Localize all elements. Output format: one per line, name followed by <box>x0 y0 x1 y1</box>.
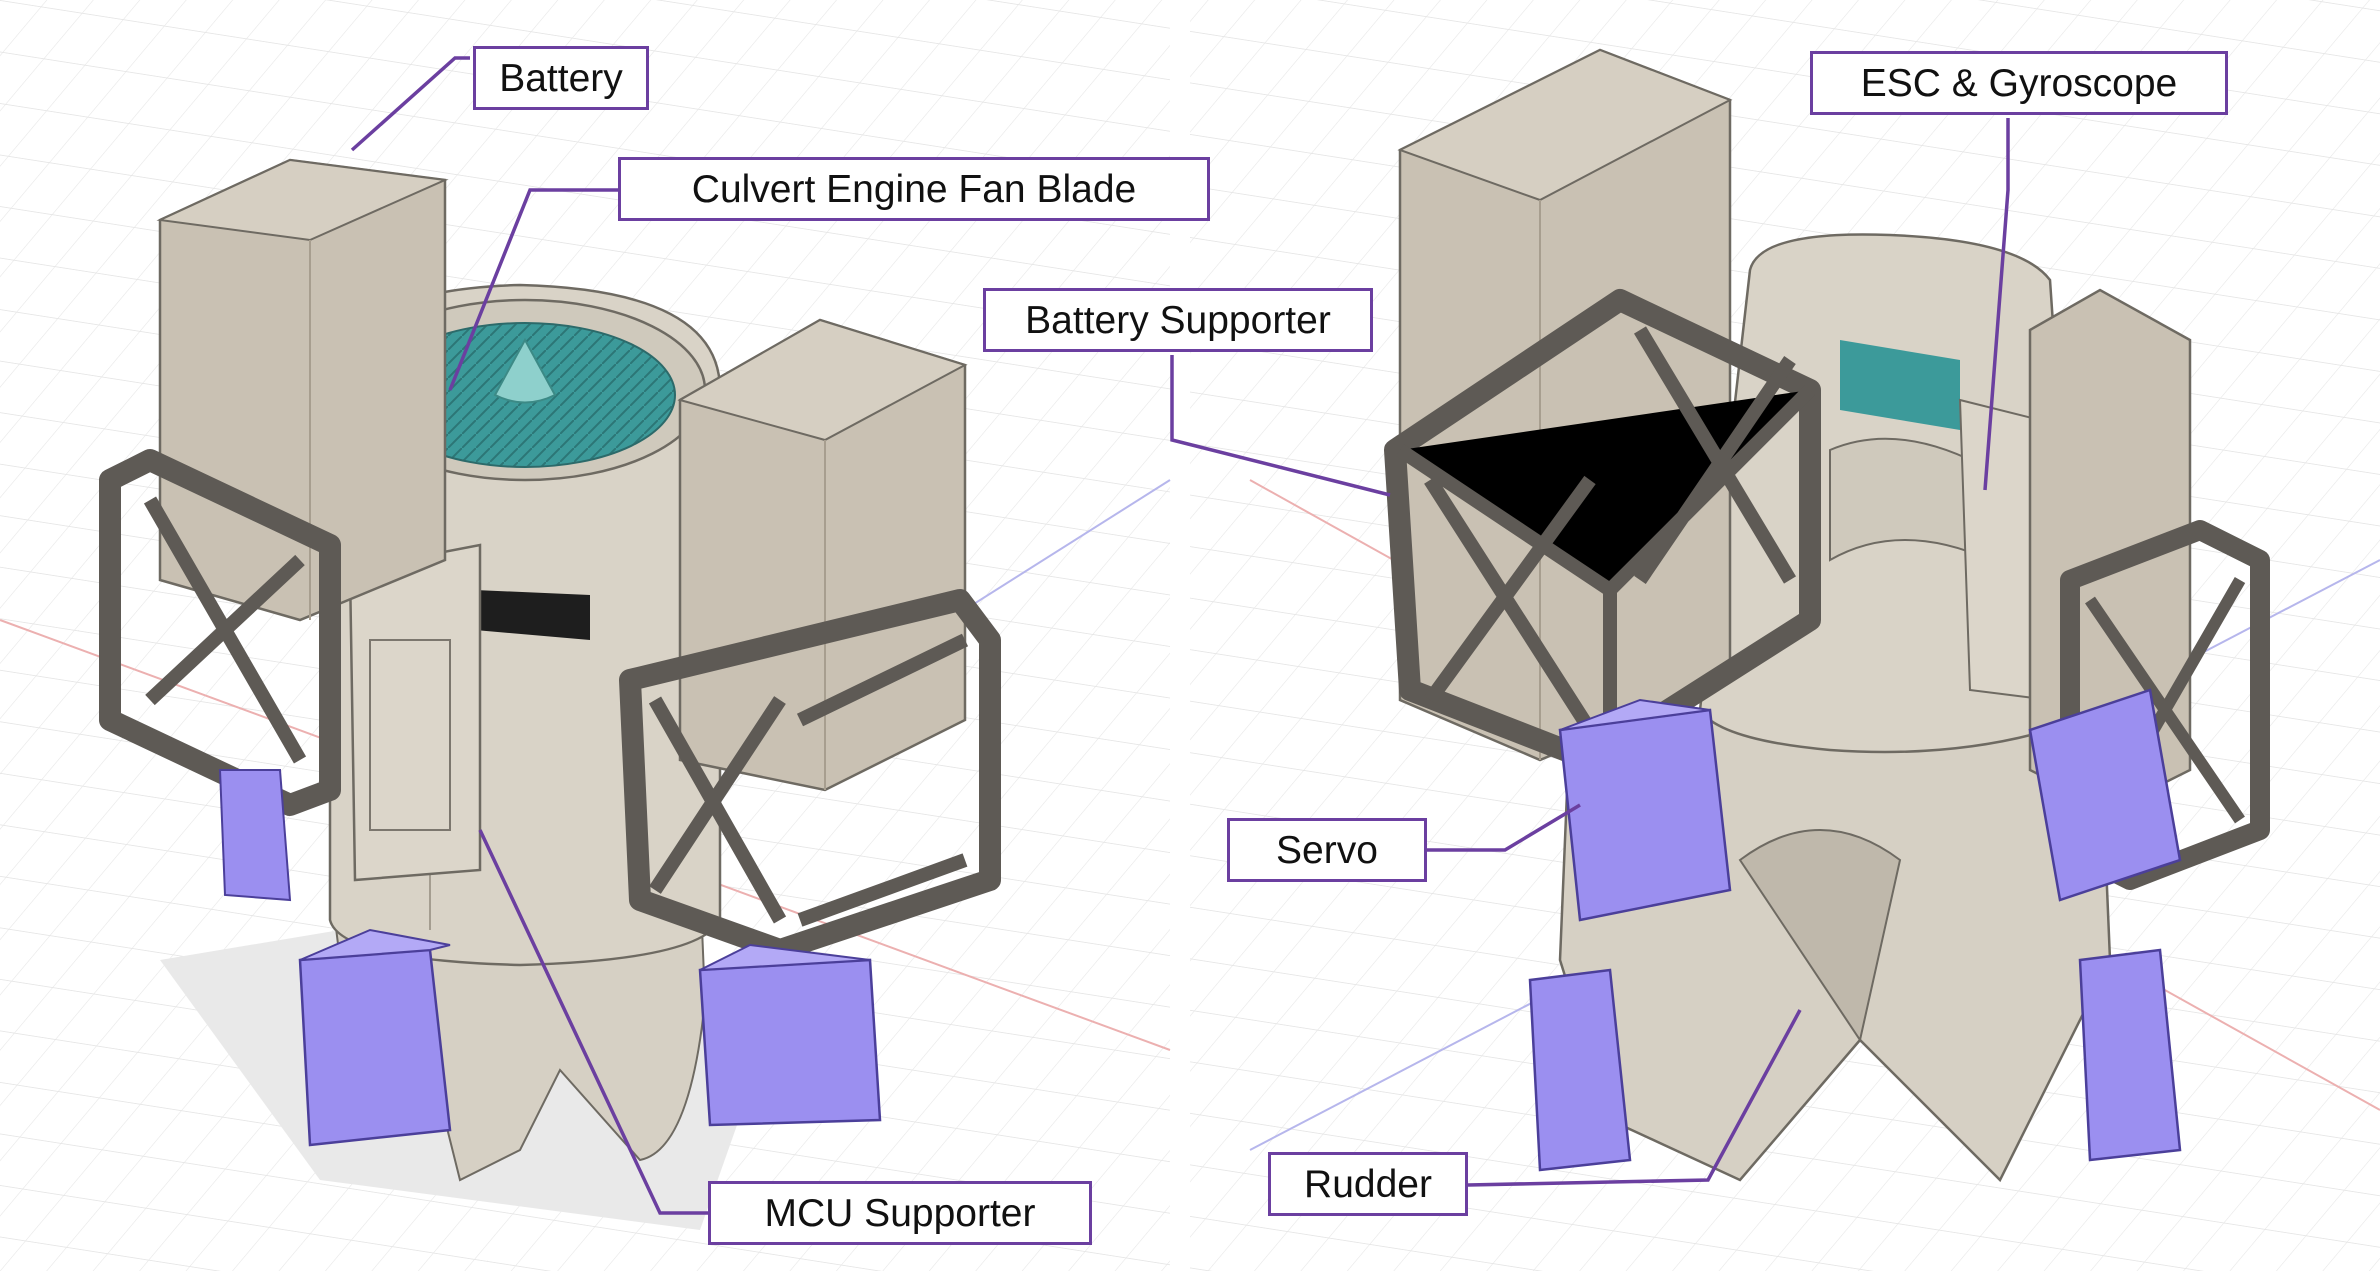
right-servo-d <box>2078 948 2182 1162</box>
right-frame-a-cross <box>1396 326 1815 760</box>
left-servo-b-top <box>299 928 451 961</box>
leader-servo <box>1427 803 1581 852</box>
leader-mcu-supporter <box>478 829 708 1215</box>
leader-esc-gyro <box>1983 118 2010 491</box>
left-frame-b <box>619 589 1001 961</box>
right-rudder <box>1738 829 1902 1043</box>
leader-battery-supporter <box>1170 355 1391 497</box>
leader-lines <box>350 56 2010 1215</box>
left-servo-c <box>698 958 882 1127</box>
right-frame-a <box>1384 289 1821 771</box>
leader-fan-blade <box>448 188 618 391</box>
left-fan-hub <box>493 337 557 404</box>
left-servo-b <box>298 948 452 1147</box>
label-fan-blade: Culvert Engine Fan Blade <box>618 157 1210 221</box>
label-battery-supporter: Battery Supporter <box>983 288 1373 352</box>
right-battery-a-top <box>1397 48 1733 202</box>
right-servo-a-top <box>1559 698 1711 731</box>
left-mcu-window <box>369 639 451 831</box>
left-model <box>99 158 1001 1230</box>
label-servo: Servo <box>1227 818 1427 882</box>
right-servo-b <box>2028 688 2182 902</box>
label-esc-gyro: ESC & Gyroscope <box>1810 51 2228 115</box>
right-servo-a <box>1558 708 1732 922</box>
left-frame-a-cross <box>143 496 307 764</box>
right-fan-view <box>1840 340 1960 430</box>
left-servo-a <box>218 769 292 902</box>
label-rudder: Rudder <box>1268 1152 1468 1216</box>
right-model <box>1384 48 2270 1183</box>
left-battery-a-top <box>156 158 449 242</box>
leader-rudder <box>1467 1009 1802 1187</box>
left-servo-c-top <box>699 943 871 971</box>
left-frame-a <box>99 449 341 816</box>
right-servo-c <box>1528 968 1632 1172</box>
label-mcu-supporter: MCU Supporter <box>708 1181 1092 1245</box>
left-frame-b-cross <box>648 633 969 927</box>
leader-battery <box>350 56 470 152</box>
left-battery-b-top <box>677 318 968 442</box>
left-window-slot <box>475 590 590 640</box>
label-battery: Battery <box>473 46 649 110</box>
